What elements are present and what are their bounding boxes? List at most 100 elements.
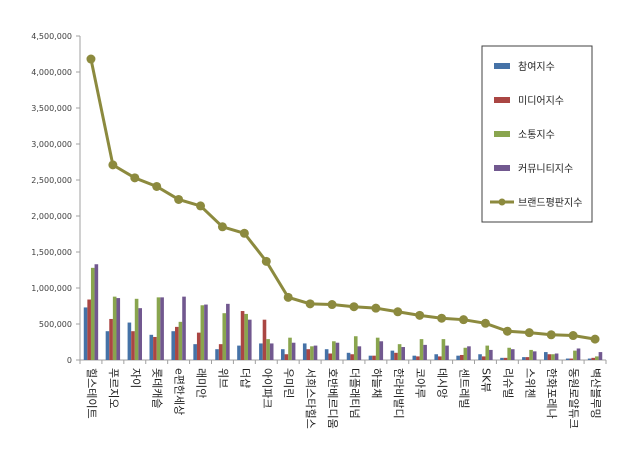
bar: [109, 318, 113, 360]
bar: [302, 343, 307, 360]
line-point: [393, 307, 403, 317]
line-point: [437, 313, 447, 323]
bar: [306, 349, 311, 360]
bar: [485, 345, 490, 360]
bar: [569, 358, 574, 360]
line-point: [217, 222, 227, 232]
bar: [456, 355, 460, 360]
bar: [595, 356, 599, 360]
bar: [87, 299, 91, 360]
x-tick-label: 한라비발디: [392, 368, 405, 419]
x-tick-label: 코아루: [414, 368, 427, 398]
y-tick-label: 4,000,000: [31, 68, 72, 77]
y-tick-label: 2,500,000: [31, 176, 72, 185]
line-point: [305, 299, 315, 309]
y-tick-label: 3,000,000: [31, 140, 72, 149]
bar: [481, 356, 486, 360]
bar: [507, 347, 511, 360]
legend-label: 참여지수: [518, 61, 555, 73]
line-point: [174, 194, 184, 204]
bar: [324, 349, 329, 360]
legend-swatch: [494, 63, 510, 69]
bar: [259, 343, 263, 360]
bar: [478, 354, 482, 360]
line-point: [327, 300, 337, 310]
y-tick-label: 4,500,000: [31, 32, 72, 41]
x-tick-label: 스위첸: [523, 368, 536, 398]
bar: [127, 322, 132, 360]
line-layer: [86, 54, 600, 344]
bar: [178, 321, 183, 360]
y-tick-label: 1,500,000: [31, 248, 72, 257]
bar: [441, 339, 446, 360]
bar: [160, 297, 164, 360]
bar: [193, 344, 197, 360]
line-point: [480, 318, 490, 328]
bar: [434, 354, 439, 360]
bar: [90, 267, 95, 360]
bar: [215, 349, 219, 360]
bar: [587, 358, 592, 360]
bar: [576, 348, 581, 360]
legend-swatch: [494, 97, 510, 103]
x-tick-label: 위브: [216, 368, 229, 388]
bar: [288, 337, 292, 360]
bar: [313, 345, 318, 360]
bar: [284, 354, 289, 360]
bar: [379, 341, 384, 360]
bar: [357, 346, 362, 360]
x-tick-label: 호반베르디움: [326, 368, 339, 429]
bar: [131, 331, 135, 360]
legend-label: 커뮤니티지수: [518, 163, 573, 175]
bar: [247, 319, 252, 360]
x-tick-label: 동원로얄듀크: [567, 368, 581, 429]
bar: [269, 343, 274, 360]
legend-swatch: [494, 131, 510, 137]
bar: [467, 346, 471, 360]
bar: [463, 347, 468, 360]
x-tick-label: 자이: [129, 368, 142, 388]
bar: [438, 356, 442, 360]
bar: [175, 326, 179, 360]
bar: [83, 307, 88, 360]
bar: [222, 313, 227, 360]
bar: [291, 342, 296, 360]
bar: [332, 341, 336, 360]
x-tick-label: 센트레빌: [458, 368, 471, 408]
bar: [525, 357, 530, 360]
bar: [375, 337, 380, 360]
bar: [445, 345, 449, 360]
bar: [335, 342, 340, 360]
x-tick-label: 롯데캐슬: [151, 368, 164, 408]
x-tick-label: 리슈빌: [501, 368, 514, 398]
legend-swatch: [494, 165, 510, 171]
x-tick-label: 우미린: [282, 368, 295, 398]
x-tick-label: 하늘채: [370, 368, 384, 398]
line-point: [590, 334, 600, 344]
y-tick-label: 1,000,000: [31, 284, 72, 293]
bar: [591, 357, 596, 360]
bar: [547, 354, 552, 360]
line-point: [502, 326, 512, 336]
y-tick-label: 500,000: [39, 320, 72, 329]
bar: [182, 296, 186, 360]
bar: [500, 357, 504, 360]
line-point: [415, 310, 425, 320]
line-point: [349, 302, 359, 312]
bars-layer: [83, 264, 603, 360]
x-tick-label: 벽산블루밍: [589, 368, 602, 419]
x-tick-label: 래미안: [195, 368, 208, 398]
bar: [416, 356, 420, 360]
bar: [153, 336, 157, 360]
bar: [419, 339, 424, 360]
axes: 0 500,000 1,000,000 1,500,000 2,000,000 2,500…: [31, 32, 607, 365]
x-tick-label: 푸르지오: [107, 368, 120, 408]
x-tick-label: SK뷰: [479, 368, 492, 392]
bar: [94, 264, 99, 360]
x-tick-label: 힐스테이트: [85, 368, 98, 419]
x-tick-label: 아이파크: [260, 368, 273, 408]
y-tick-label: 0: [67, 356, 72, 365]
bar: [565, 358, 570, 360]
bar: [134, 298, 139, 360]
